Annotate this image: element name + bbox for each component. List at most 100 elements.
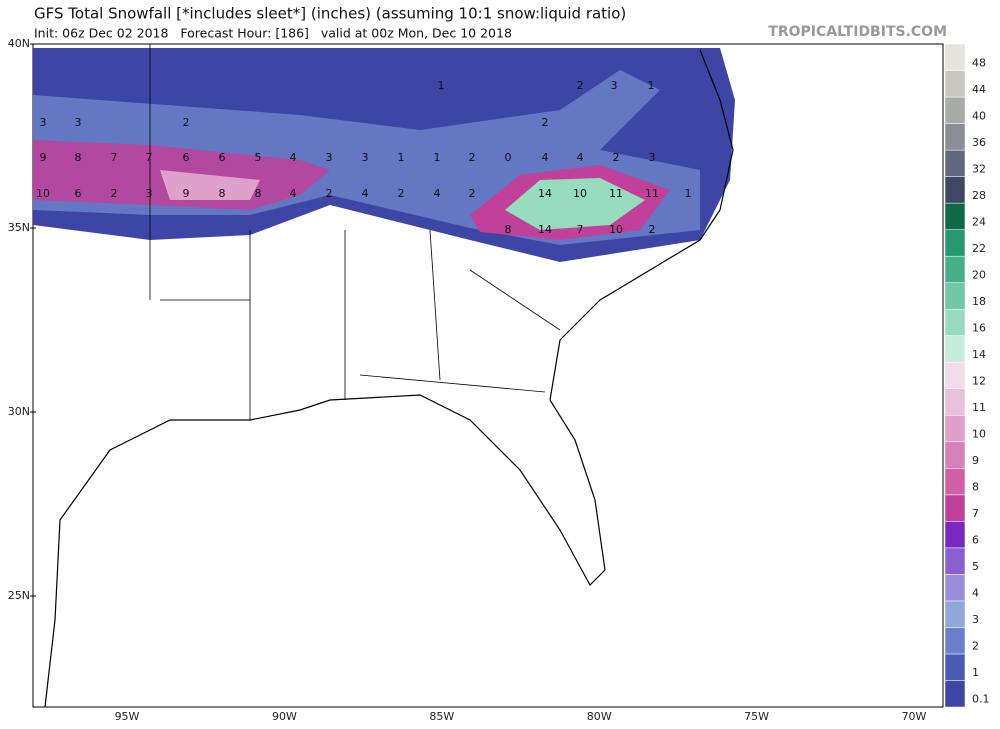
colorbar-label: 36	[972, 136, 986, 149]
colorbar-box	[944, 202, 966, 230]
colorbar-label: 24	[972, 215, 986, 228]
snow-label: 2	[613, 151, 620, 164]
snow-label: 6	[75, 187, 82, 200]
brand: TROPICALTIDBITS.COM	[768, 24, 947, 40]
snow-label: 4	[362, 187, 369, 200]
snow-label: 2	[183, 116, 190, 129]
snow-label: 3	[75, 116, 82, 129]
lon-label: 75W	[744, 710, 769, 723]
snow-label: 8	[255, 187, 262, 200]
colorbar-box	[944, 468, 966, 496]
colorbar-box	[944, 680, 966, 708]
colorbar-box	[944, 123, 966, 151]
snow-label: 10	[573, 187, 587, 200]
snow-label: 1	[438, 79, 445, 92]
lon-label: 85W	[429, 710, 454, 723]
snow-label: 5	[255, 151, 262, 164]
colorbar-box	[944, 255, 966, 283]
colorbar-box	[944, 282, 966, 310]
snow-label: 7	[111, 151, 118, 164]
colorbar-box	[944, 521, 966, 549]
snow-label: 4	[290, 187, 297, 200]
colorbar-label: 14	[972, 348, 986, 361]
snow-label: 10	[36, 187, 50, 200]
snow-label: 3	[649, 151, 656, 164]
snow-label: 14	[538, 187, 552, 200]
snow-label: 1	[398, 151, 405, 164]
colorbar-label: 7	[972, 507, 979, 520]
colorbar-box	[944, 308, 966, 336]
colorbar-label: 9	[972, 454, 979, 467]
colorbar-label: 4	[972, 587, 979, 600]
snow-label: 3	[362, 151, 369, 164]
snow-label: 9	[40, 151, 47, 164]
snow-label: 3	[40, 116, 47, 129]
snow-label: 10	[609, 223, 623, 236]
snow-label: 8	[75, 151, 82, 164]
colorbar-label: 5	[972, 560, 979, 573]
colorbar-box	[944, 494, 966, 522]
colorbar-label: 11	[972, 401, 986, 414]
colorbar-box	[944, 43, 966, 71]
snow-label: 11	[645, 187, 659, 200]
lon-label: 90W	[272, 710, 297, 723]
title: GFS Total Snowfall [*includes sleet*] (i…	[34, 5, 626, 23]
snow-label: 8	[505, 223, 512, 236]
colorbar-label: 40	[972, 109, 986, 122]
colorbar-box	[944, 441, 966, 469]
snow-label: 6	[183, 151, 190, 164]
colorbar-box	[944, 361, 966, 390]
colorbar-label: 3	[972, 613, 979, 626]
state-borders	[149, 44, 561, 420]
subtitle: Init: 06z Dec 02 2018 Forecast Hour: [18…	[34, 26, 512, 41]
colorbar-box	[944, 600, 966, 628]
colorbar-box	[944, 96, 966, 124]
snow-label: 7	[577, 223, 584, 236]
lat-label: 35N	[8, 221, 30, 234]
colorbar-box	[944, 149, 966, 177]
colorbar-box	[944, 547, 966, 575]
snow-label: 4	[290, 151, 297, 164]
colorbar-label: 1	[972, 666, 979, 679]
colorbar-box	[944, 415, 966, 443]
snow-band	[505, 178, 645, 230]
colorbar-label: 2	[972, 640, 979, 653]
colorbar-box	[944, 176, 966, 204]
colorbar-label: 16	[972, 321, 986, 334]
colorbar-box	[944, 70, 966, 98]
snow-label: 2	[649, 223, 656, 236]
colorbar-label: 22	[972, 242, 986, 255]
snow-label: 4	[542, 151, 549, 164]
snow-label: 0	[505, 151, 512, 164]
colorbar-label: 20	[972, 268, 986, 281]
snow-label: 1	[648, 79, 655, 92]
snow-label: 2	[398, 187, 405, 200]
snow-label: 6	[219, 151, 226, 164]
lon-label: 80W	[587, 710, 612, 723]
lat-label: 40N	[8, 37, 30, 50]
snow-label: 2	[111, 187, 118, 200]
snow-label: 7	[146, 151, 153, 164]
snow-label: 2	[542, 116, 549, 129]
snow-label: 11	[609, 187, 623, 200]
snow-label: 14	[538, 223, 552, 236]
snow-label: 1	[434, 151, 441, 164]
colorbar-label: 18	[972, 295, 986, 308]
colorbar-label: 8	[972, 481, 979, 494]
snow-label: 2	[469, 151, 476, 164]
snow-label: 2	[577, 79, 584, 92]
snow-label: 3	[326, 151, 333, 164]
colorbar-label: 28	[972, 189, 986, 202]
colorbar-label: 12	[972, 375, 986, 388]
snow-band	[160, 170, 260, 200]
snow-label: 8	[219, 187, 226, 200]
colorbar-label: 10	[972, 428, 986, 441]
colorbar-box	[944, 574, 966, 602]
colorbar-box	[944, 335, 966, 363]
snow-label: 9	[183, 187, 190, 200]
colorbar-box	[944, 388, 966, 416]
map	[32, 43, 944, 708]
lat-label: 25N	[8, 589, 30, 602]
lon-label: 95W	[115, 710, 140, 723]
